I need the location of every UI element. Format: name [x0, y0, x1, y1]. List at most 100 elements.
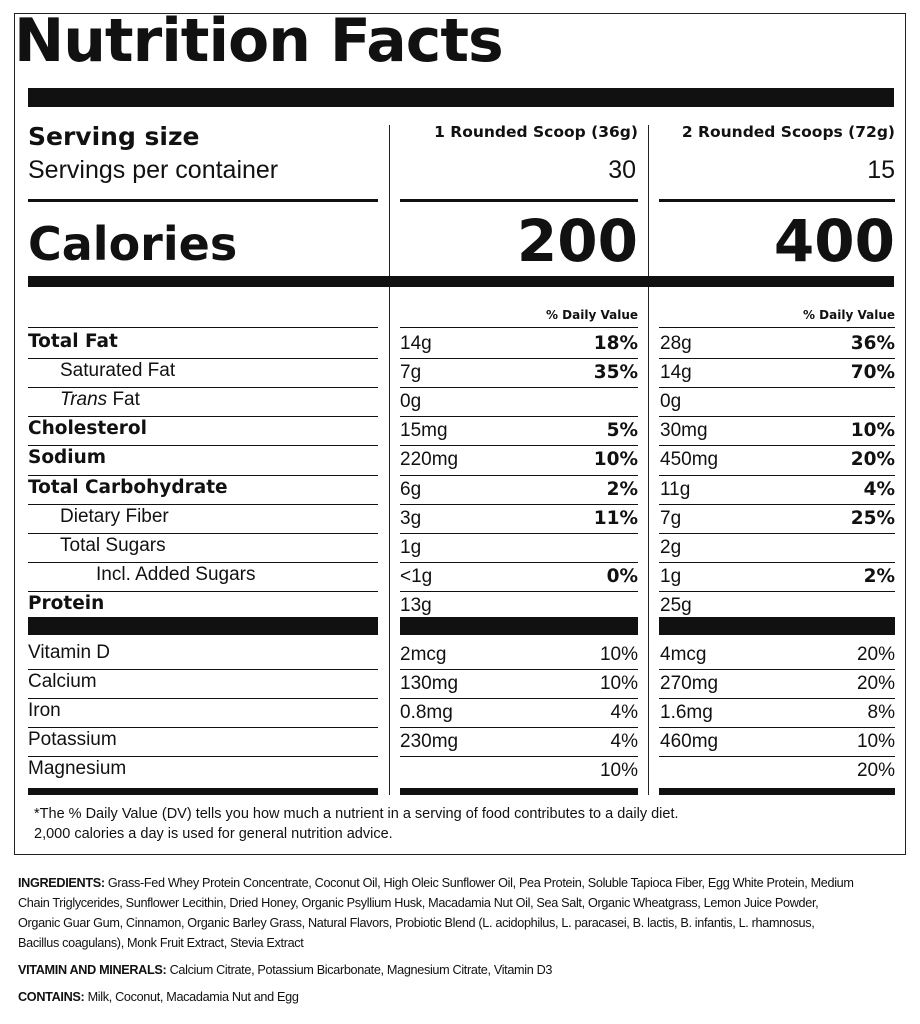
nutrient-5-rule-col1	[400, 504, 638, 505]
nutrient-col2-amount: 28g	[660, 333, 692, 354]
nutrient-8-rule-label	[28, 591, 378, 592]
bottom-bar-col1	[400, 788, 638, 795]
vitamin-thick-bar-col1	[400, 617, 638, 635]
vitamins-label: VITAMIN AND MINERALS:	[18, 962, 167, 977]
nutrient-col2-amount: 1g	[660, 565, 682, 587]
column-divider-2	[648, 125, 649, 795]
nutrient-col1-amount: 14g	[400, 333, 432, 354]
nutrient-5-rule-col2	[659, 504, 895, 505]
nutrient-col1-dv: 35%	[593, 362, 638, 384]
nutrient-name: Total Fat	[28, 331, 118, 352]
vitamin-col2-dv: 20%	[856, 760, 895, 782]
calories-bar	[28, 276, 894, 287]
bottom-bar-col2	[659, 788, 895, 795]
col1-dv-header: % Daily Value	[545, 308, 638, 322]
vitamin-col1-dv: 4%	[610, 731, 638, 753]
nutrient-1-rule-col2	[659, 387, 895, 388]
contains-statement: CONTAINS: Milk, Coconut, Macadamia Nut a…	[18, 987, 858, 1007]
vitamin-name: Magnesium	[28, 758, 127, 780]
nutrient-col2-amount: 11g	[660, 478, 691, 500]
nutrient-col1-dv: 5%	[606, 420, 638, 442]
nutrient-col1-dv: 11%	[593, 507, 638, 529]
nutrient-name-italic: Trans	[60, 389, 108, 411]
nutrient-col1-amount: 15mg	[400, 420, 448, 442]
contains-label: CONTAINS:	[18, 989, 85, 1004]
vitamin-0-rule-col2	[659, 669, 895, 670]
servings-per-container-label: Servings per container	[28, 156, 279, 184]
nutrient-col1-amount: 1g	[400, 536, 422, 558]
vitamin-col1-amount: 130mg	[400, 673, 459, 695]
footnote-line-2: 2,000 calories a day is used for general…	[34, 826, 393, 842]
vitamin-col2-amount: 1.6mg	[660, 702, 713, 724]
nutrient-col2-dv: 10%	[850, 420, 895, 442]
vitamin-3-rule-col1	[400, 756, 638, 757]
nutrient-4-rule-label	[28, 475, 378, 476]
nutrient-1-rule-col1	[400, 387, 638, 388]
nutrient-4-rule-col2	[659, 475, 895, 476]
nutrient-7-rule-col1	[400, 562, 638, 563]
nutrient-name: Trans Fat	[60, 389, 140, 411]
vitamin-col1-amount: 230mg	[400, 731, 459, 753]
serving-divider	[28, 199, 378, 202]
calories-label: Calories	[28, 217, 238, 271]
nutrient-col1-amount: 0g	[400, 391, 422, 413]
vitamin-thick-bar-col2	[659, 617, 895, 635]
vitamin-0-rule-col1	[400, 669, 638, 670]
nutrient-col1-dv: 18%	[593, 333, 638, 354]
nutrient-6-rule-col1	[400, 533, 638, 534]
nutrient-col2-dv: 25%	[850, 507, 895, 529]
nutrient-name-rest: Fat	[107, 389, 140, 411]
vitamin-3-rule-col2	[659, 756, 895, 757]
vitamin-col2-amount: 460mg	[660, 731, 719, 753]
nutrient-name: Protein	[28, 592, 105, 614]
nutrient-col1-amount: 13g	[400, 594, 432, 616]
nutrient-col2-amount: 25g	[660, 594, 692, 616]
nutrient-1-rule-label	[28, 387, 378, 388]
nutrient-col1-amount: 7g	[400, 362, 422, 384]
vitamin-col2-dv: 8%	[867, 702, 895, 724]
dv-header-rule-label	[28, 327, 378, 328]
bottom-bar-label	[28, 788, 378, 795]
nutrient-2-rule-col1	[400, 416, 638, 417]
vitamin-name: Calcium	[28, 671, 97, 693]
vitamin-3-rule-label	[28, 756, 378, 757]
nutrient-3-rule-col2	[659, 445, 895, 446]
nutrient-col2-dv: 36%	[850, 333, 895, 354]
vitamin-1-rule-col1	[400, 698, 638, 699]
vitamin-col1-dv: 10%	[599, 760, 638, 782]
nutrient-col2-dv: 70%	[850, 362, 895, 384]
vitamin-col2-dv: 10%	[856, 731, 895, 753]
vitamin-col2-amount: 4mcg	[660, 644, 707, 665]
vitamins-text: Calcium Citrate, Potassium Bicarbonate, …	[169, 962, 553, 977]
col2-servings: 15	[867, 156, 895, 184]
nutrient-col2-amount: 30mg	[660, 420, 708, 442]
nutrient-col1-dv: 10%	[593, 449, 638, 471]
nutrient-name: Total Sugars	[60, 534, 166, 556]
col1-serving-size: 1 Rounded Scoop (36g)	[434, 123, 638, 141]
nutrient-6-rule-col2	[659, 533, 895, 534]
vitamin-0-rule-label	[28, 669, 378, 670]
col2-calories: 400	[773, 207, 895, 275]
dv-header-rule-col1	[400, 327, 638, 328]
vitamin-thick-bar-label	[28, 617, 378, 635]
nutrient-name: Dietary Fiber	[60, 505, 169, 527]
vitamin-2-rule-col1	[400, 727, 638, 728]
vitamin-2-rule-label	[28, 727, 378, 728]
nutrient-col2-amount: 14g	[660, 362, 692, 384]
serving-divider-col2	[659, 199, 895, 202]
col1-servings: 30	[608, 156, 636, 184]
nutrition-label-frame	[14, 13, 906, 855]
nutrient-0-rule-col1	[400, 358, 638, 359]
nutrient-name: Cholesterol	[28, 418, 147, 440]
vitamin-2-rule-col2	[659, 727, 895, 728]
col2-dv-header: % Daily Value	[802, 308, 895, 322]
nutrient-col1-amount: 6g	[400, 478, 422, 500]
col2-serving-size: 2 Rounded Scoops (72g)	[681, 123, 895, 141]
nutrient-5-rule-label	[28, 504, 378, 505]
nutrient-0-rule-label	[28, 358, 378, 359]
nutrient-name: Total Carbohydrate	[28, 476, 228, 498]
nutrient-col2-dv: 20%	[850, 449, 895, 471]
nutrient-col2-dv: 2%	[863, 565, 895, 587]
nutrient-0-rule-col2	[659, 358, 895, 359]
vitamins-statement: VITAMIN AND MINERALS: Calcium Citrate, P…	[18, 960, 858, 980]
